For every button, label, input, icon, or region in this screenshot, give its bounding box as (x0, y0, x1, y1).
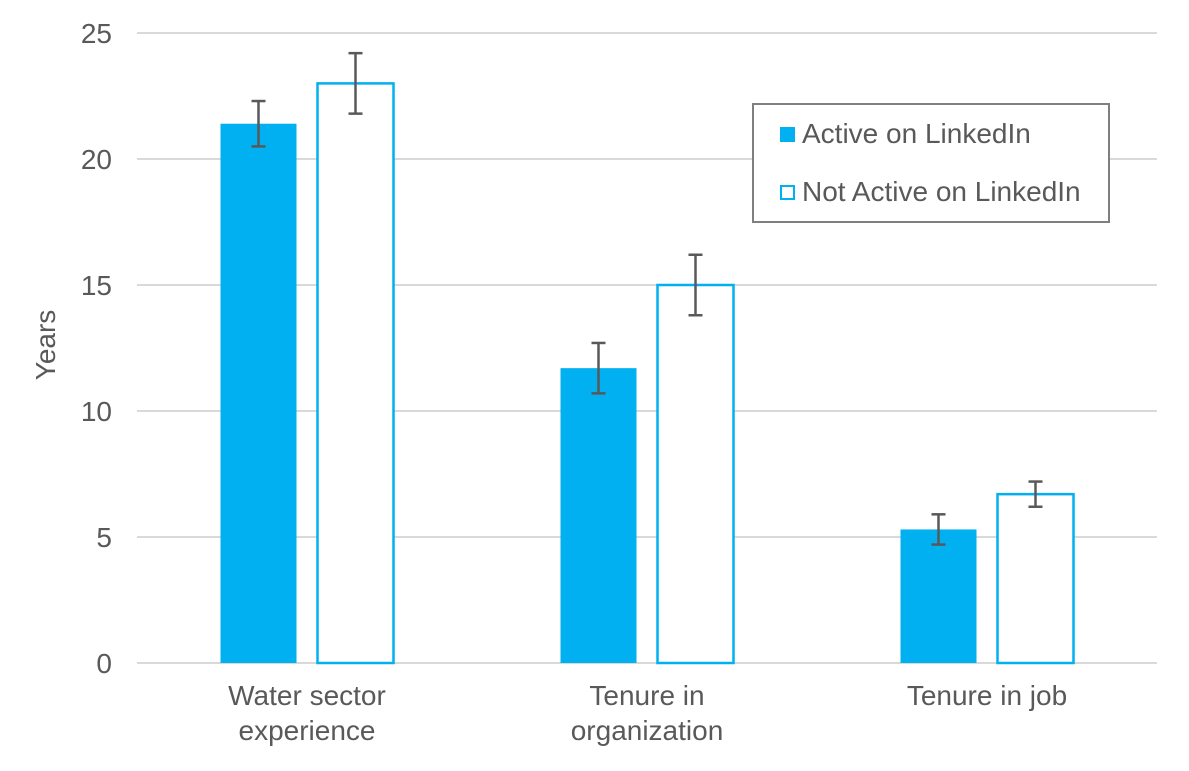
bar-active-2 (900, 529, 977, 663)
bar-active-1 (560, 368, 637, 663)
y-axis-title: Years (30, 309, 61, 381)
solid-square-icon (780, 126, 795, 142)
chart-legend: Active on LinkedIn Not Active on LinkedI… (752, 103, 1110, 223)
outline-square-icon (780, 184, 795, 200)
x-axis-category-label: Tenure in organization (477, 678, 817, 748)
y-axis-tick-label: 0 (96, 648, 112, 679)
x-axis-category-label-text: Tenure in organization (570, 680, 724, 746)
x-axis-category-label-text: Tenure in job (906, 680, 1068, 711)
legend-item-label: Active on LinkedIn (802, 118, 1031, 149)
bar-active-0 (220, 123, 297, 664)
legend-item-active: Active on LinkedIn (780, 118, 1108, 149)
legend-item-label: Not Active on LinkedIn (802, 176, 1081, 207)
legend-item-not-active: Not Active on LinkedIn (780, 176, 1108, 207)
y-axis-tick-label: 5 (96, 522, 112, 553)
x-axis-category-label-text: Water sector experience (228, 680, 386, 746)
y-axis-tick-label: 10 (81, 396, 112, 427)
x-axis-category-label: Water sector experience (137, 678, 477, 748)
bar-not-active-1 (656, 283, 735, 665)
y-axis-tick-label: 15 (81, 270, 112, 301)
bar-not-active-2 (996, 492, 1075, 665)
bar-not-active-0 (316, 82, 395, 665)
y-axis-tick-label: 20 (81, 144, 112, 175)
y-axis-tick-label: 25 (81, 18, 112, 49)
x-axis-category-label: Tenure in job (817, 678, 1157, 713)
